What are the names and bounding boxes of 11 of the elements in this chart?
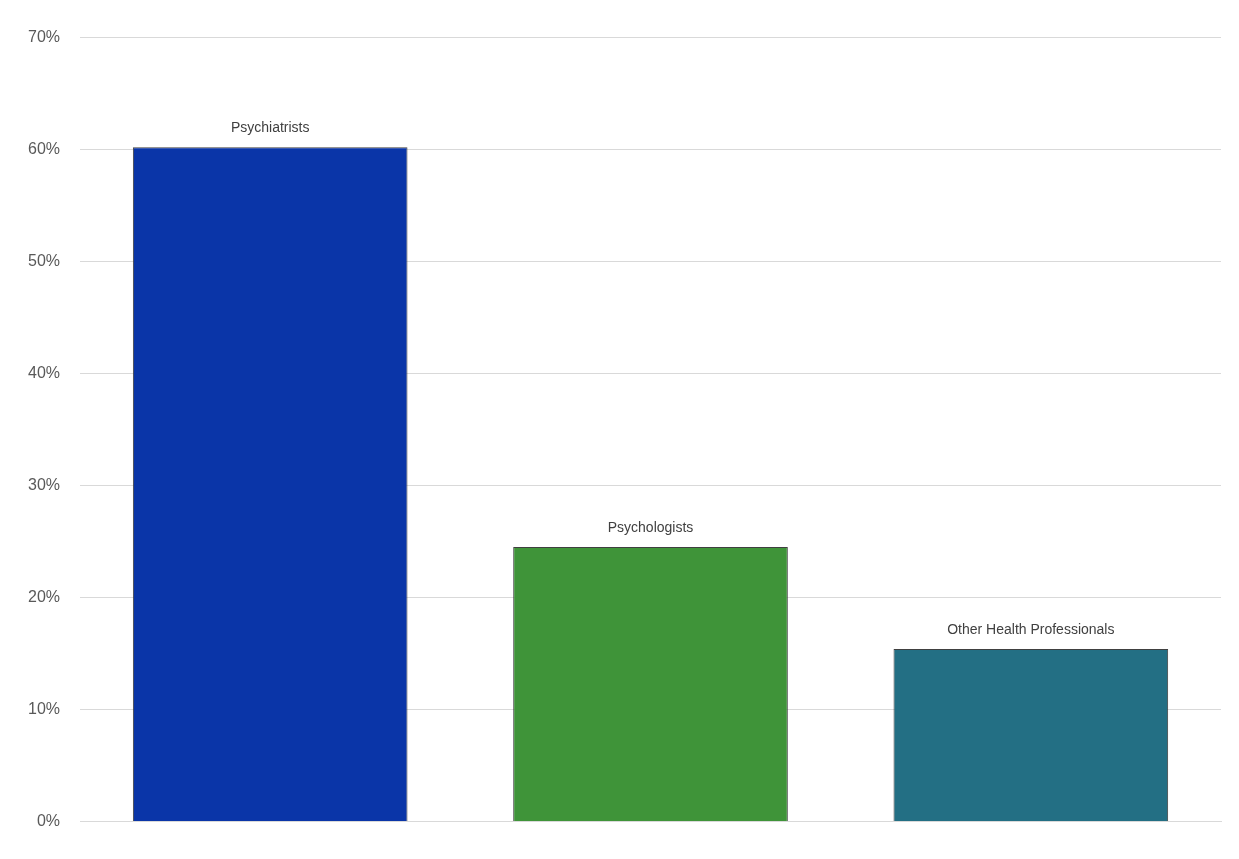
y-tick-label: 0%: [36, 811, 61, 829]
y-tick-label: 30%: [27, 475, 61, 493]
x-tick-label: Psychiatrists: [230, 119, 310, 136]
y-tick-label: 60%: [27, 139, 61, 157]
x-tick-label: Psychologists: [607, 518, 694, 535]
x-tick-label: Other Health Professionals: [947, 620, 1115, 637]
y-tick-label: 70%: [27, 28, 61, 46]
y-tick-label: 20%: [27, 587, 61, 605]
y-tick-label: 10%: [27, 699, 61, 717]
y-tick-label: 50%: [27, 251, 61, 269]
y-tick-label: 40%: [27, 363, 61, 381]
